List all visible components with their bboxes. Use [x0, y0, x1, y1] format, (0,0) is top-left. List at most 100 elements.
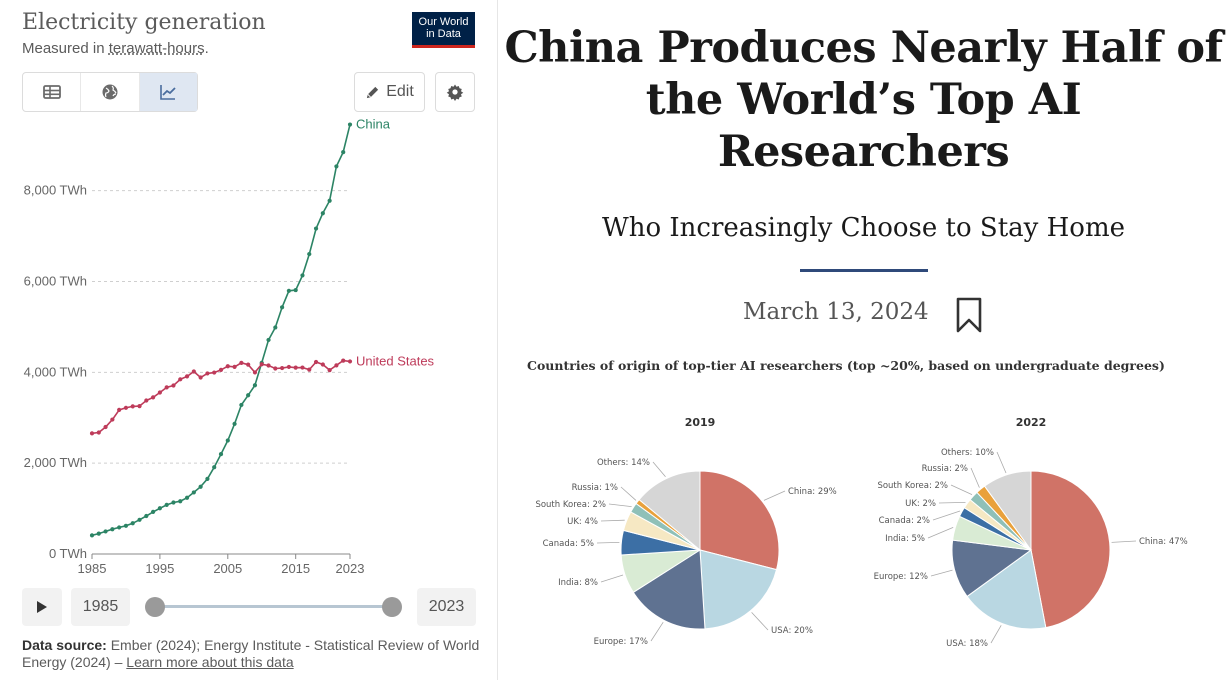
data-point	[218, 367, 224, 372]
tab-chart[interactable]	[139, 73, 197, 111]
data-point	[110, 527, 115, 532]
source-label: Data source:	[22, 637, 107, 653]
leader-line	[620, 486, 637, 501]
data-point	[144, 398, 149, 403]
line-chart-icon	[160, 85, 176, 100]
settings-button[interactable]	[435, 72, 475, 112]
slice-label: India: 8%	[558, 578, 598, 588]
data-point	[218, 451, 224, 457]
leader-line	[990, 625, 1002, 644]
chart-title: Electricity generation	[22, 10, 266, 35]
data-point	[307, 367, 312, 372]
pie-slice	[638, 470, 701, 552]
pie-slice	[983, 470, 1032, 552]
slice-label: Russia: 1%	[572, 483, 618, 493]
y-tick-label: 2,000 TWh	[24, 455, 87, 470]
pie-slice	[1030, 470, 1111, 629]
slice-label: Others: 10%	[941, 448, 994, 458]
data-point	[151, 509, 156, 514]
data-point	[239, 360, 244, 365]
pie-slice	[699, 470, 780, 571]
data-point	[151, 395, 156, 400]
data-point	[252, 383, 258, 388]
y-tick-label: 4,000 TWh	[24, 364, 87, 379]
data-point	[320, 362, 325, 367]
slice-label: Europe: 17%	[594, 637, 648, 647]
data-point	[164, 502, 169, 508]
edit-button[interactable]: Edit	[354, 72, 425, 112]
data-point	[171, 383, 176, 388]
gear-icon	[446, 84, 464, 101]
leader-line	[927, 527, 954, 539]
tab-table[interactable]	[23, 73, 82, 111]
data-point	[280, 305, 285, 310]
data-point	[198, 484, 203, 489]
slice-label: Canada: 2%	[879, 516, 930, 526]
data-point	[293, 287, 298, 293]
data-point	[259, 362, 264, 367]
data-point	[334, 363, 339, 368]
pie-slice	[966, 549, 1047, 630]
pie-charts: 2019 China: 29% USA: 20% Europe: 17% India: …	[535, 416, 1187, 649]
pie-year-label: 2019	[685, 416, 716, 429]
data-point	[123, 405, 129, 410]
learn-more-link[interactable]: Learn more about this data	[126, 654, 294, 670]
table-icon	[42, 85, 61, 99]
data-point	[184, 495, 190, 500]
x-tick-label: 2023	[336, 561, 365, 576]
owid-logo[interactable]: Our World in Data	[412, 12, 475, 48]
leader-line	[600, 574, 624, 583]
subtitle-prefix: Measured in	[22, 40, 109, 57]
data-point	[341, 150, 346, 155]
data-point	[307, 251, 312, 257]
pencil-icon	[367, 86, 379, 98]
owid-chart-panel: Electricity generation Measured in teraw…	[0, 0, 497, 680]
y-tick-label: 6,000 TWh	[24, 274, 87, 289]
subtitle-suffix: .	[204, 40, 209, 57]
data-point	[246, 393, 251, 398]
play-button[interactable]	[22, 588, 62, 626]
data-point	[89, 431, 95, 436]
data-point	[212, 465, 217, 470]
start-year-button[interactable]: 1985	[71, 588, 130, 626]
data-point	[130, 404, 135, 409]
tab-map[interactable]	[81, 73, 140, 111]
leader-line	[970, 467, 980, 488]
data-point	[225, 438, 230, 443]
data-point	[191, 490, 196, 495]
series-label: China	[356, 118, 391, 132]
edit-label: Edit	[386, 83, 414, 100]
timeline-start-handle[interactable]	[145, 597, 165, 617]
data-point	[286, 288, 291, 293]
data-point	[205, 476, 210, 481]
series-label: United States	[356, 353, 435, 368]
bookmark-icon[interactable]	[954, 296, 984, 334]
timeline-end-handle[interactable]	[382, 597, 402, 617]
data-point	[280, 365, 285, 371]
leader-line	[600, 519, 625, 522]
article-subheadline: Who Increasingly Choose to Stay Home	[602, 213, 1125, 243]
data-point	[117, 525, 122, 530]
data-point	[171, 500, 176, 505]
data-point	[313, 359, 319, 365]
data-point	[130, 521, 135, 526]
data-point	[96, 531, 101, 536]
pie-year-label: 2022	[1016, 416, 1047, 429]
y-tick-label: 8,000 TWh	[24, 183, 87, 198]
data-point	[110, 417, 115, 422]
leader-line	[930, 569, 953, 577]
leader-line	[608, 503, 632, 507]
unit-link[interactable]: terawatt-hours	[108, 40, 205, 57]
play-icon	[37, 601, 47, 613]
data-point	[286, 364, 291, 370]
timeline-track[interactable]	[155, 605, 392, 608]
slice-label: UK: 4%	[567, 517, 598, 527]
end-year-button[interactable]: 2023	[417, 588, 476, 626]
data-point	[103, 424, 108, 430]
data-point	[117, 407, 122, 412]
data-point	[327, 198, 332, 203]
data-point	[239, 402, 244, 408]
data-point	[327, 368, 332, 373]
data-point	[157, 506, 162, 511]
data-point	[205, 371, 210, 376]
